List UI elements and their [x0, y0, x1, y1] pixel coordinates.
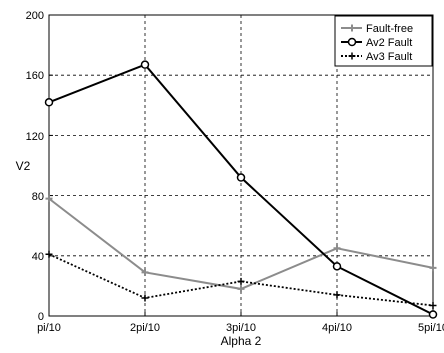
data-point-marker [429, 301, 437, 309]
data-point-marker [236, 173, 246, 182]
data-point-marker [333, 291, 341, 299]
data-point-marker [332, 262, 342, 271]
y-tick-label-0: 0 [38, 311, 44, 323]
y-tick-label-200: 200 [26, 10, 44, 22]
y-tick-label-80: 80 [32, 191, 44, 203]
data-point-marker [44, 98, 54, 107]
legend: Fault-free Av2 Fault Av3 Fault [334, 15, 433, 67]
data-point-marker [237, 285, 245, 293]
legend-label-fault-free: Fault-free [366, 23, 413, 35]
x-tick-label-4: 4pi/10 [322, 322, 352, 334]
y-tick-label-120: 120 [26, 131, 44, 143]
series-line-av3-fault [48, 253, 434, 307]
x-tick-label-3: 3pi/10 [226, 322, 256, 334]
x-tick-label-5: 5pi/10 [418, 322, 444, 334]
y-tick-label-160: 160 [26, 70, 44, 82]
data-point-marker [428, 310, 438, 319]
data-point-marker [141, 268, 149, 276]
y-axis-ticks: 0 40 80 120 160 200 [26, 10, 44, 323]
y-axis-label: V2 [16, 159, 31, 173]
y-tick-label-40: 40 [32, 251, 44, 263]
data-point-marker [333, 244, 341, 252]
series-layer [44, 60, 438, 319]
data-point-marker [429, 264, 437, 272]
x-axis-ticks: pi/10 2pi/10 3pi/10 4pi/10 5pi/10 [37, 322, 444, 334]
x-axis-label: Alpha 2 [221, 334, 262, 348]
x-tick-label-1: pi/10 [37, 322, 61, 334]
data-point-marker [237, 277, 245, 285]
legend-marker-av3-fault [348, 52, 356, 60]
legend-label-av3-fault: Av3 Fault [366, 51, 412, 63]
data-point-marker [45, 195, 53, 203]
data-point-marker [140, 60, 150, 69]
legend-marker-av2-fault [347, 37, 357, 47]
legend-marker-fault-free [348, 24, 356, 32]
x-tick-label-2: 2pi/10 [130, 322, 160, 334]
data-point-marker [45, 250, 53, 258]
legend-label-av2-fault: Av2 Fault [366, 37, 412, 49]
data-point-marker [141, 294, 149, 302]
